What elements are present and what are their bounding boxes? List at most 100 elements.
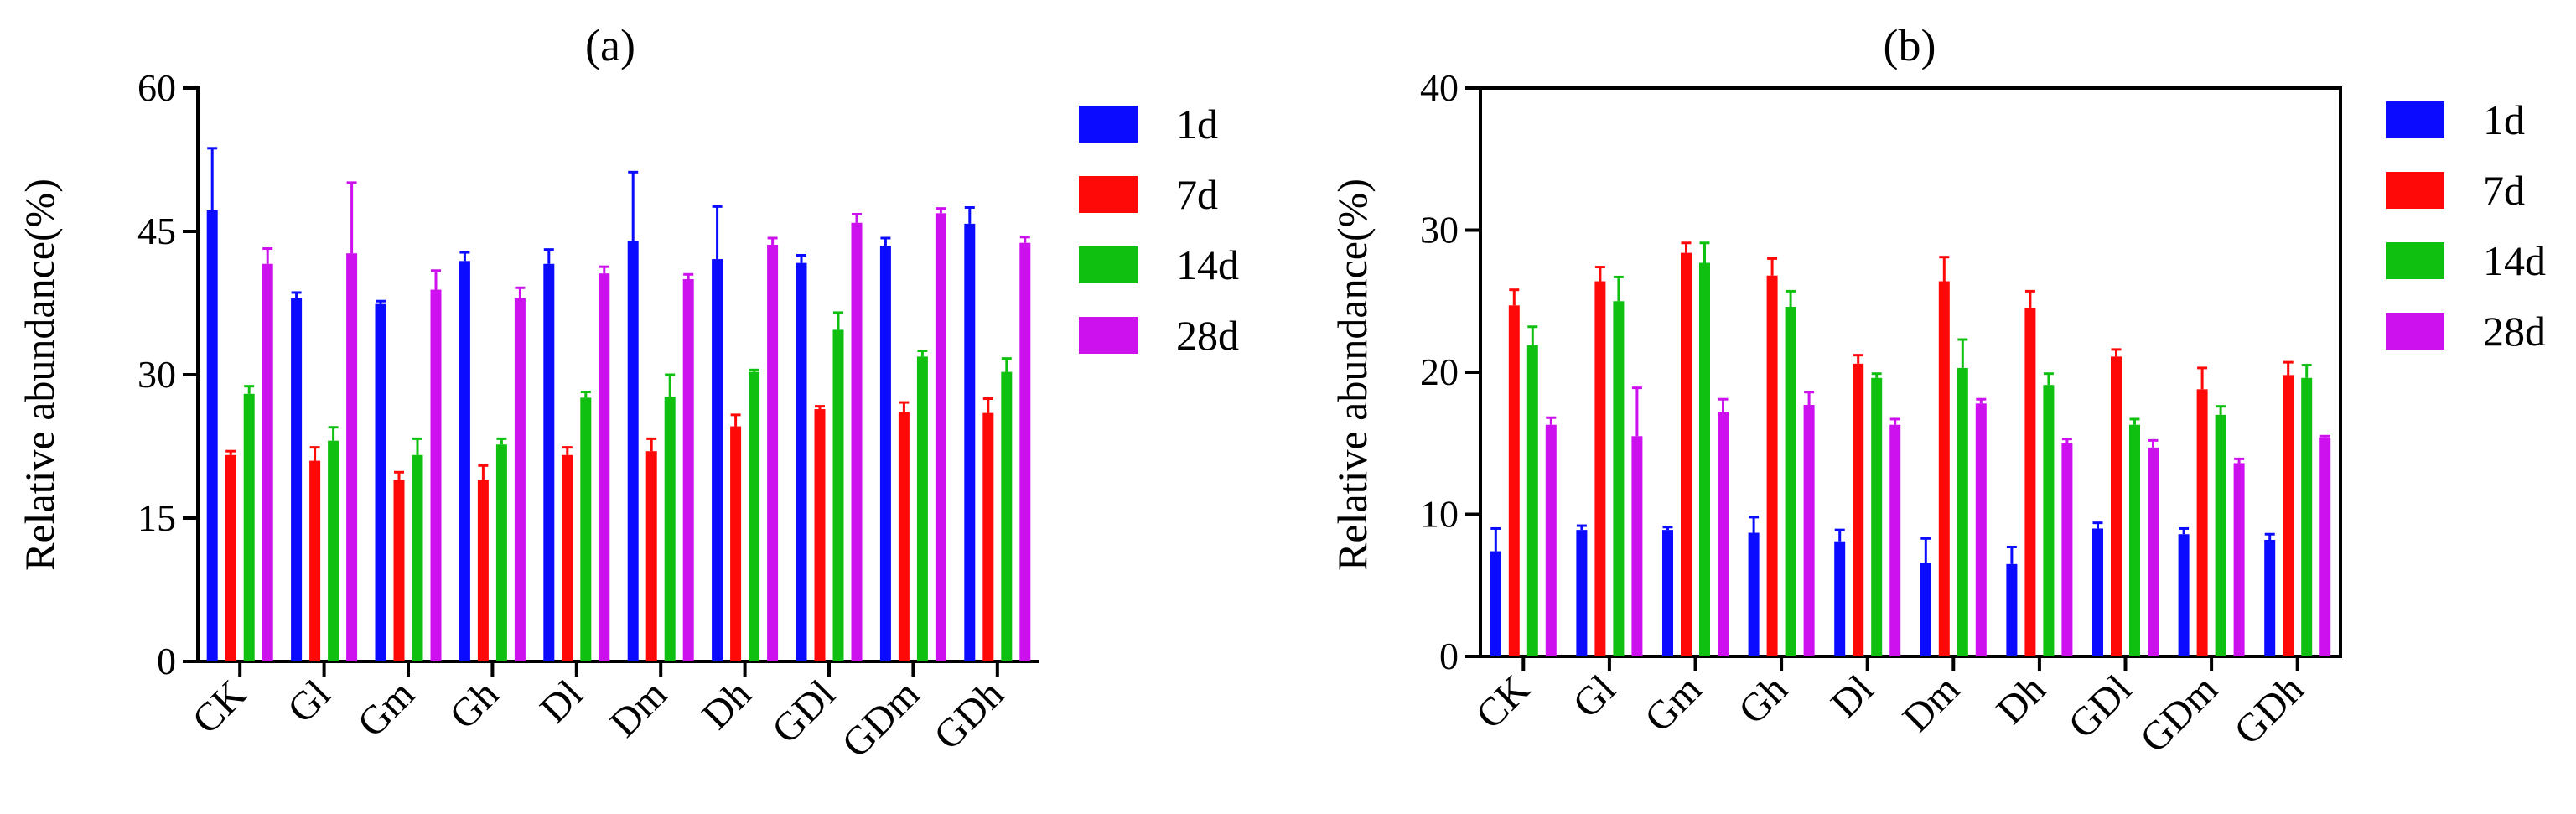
- x-tick-label-GDm: GDm: [833, 671, 928, 766]
- bar-7d-Dh: [730, 426, 742, 661]
- legend-swatch-1d: [2386, 101, 2444, 138]
- bar-7d-GDh: [982, 412, 994, 661]
- bar-28d-Gm: [430, 289, 442, 661]
- x-tick-label-GDh: GDh: [2226, 666, 2312, 753]
- bar-28d-Gm: [1718, 412, 1729, 656]
- bar-1d-GDm: [2178, 534, 2190, 656]
- bar-14d-Dm: [1957, 367, 1968, 656]
- bar-14d-Dl: [580, 397, 592, 661]
- bar-1d-Dl: [543, 263, 555, 661]
- y-tick-label: 30: [137, 353, 176, 396]
- bar-14d-CK: [1526, 345, 1538, 656]
- bar-7d-CK: [225, 454, 236, 661]
- x-tick-label-Gh: Gh: [441, 671, 507, 738]
- x-tick-label-Dh: Dh: [1988, 666, 2055, 733]
- legend-label-14d: 14d: [2483, 237, 2546, 284]
- x-tick-label-Gm: Gm: [1636, 666, 1710, 740]
- bar-28d-Dl: [1889, 424, 1901, 656]
- bar-14d-Gh: [1785, 307, 1796, 656]
- chart-panel-b: (b) Relative abundance(%) 0 10 20 30 40 CK Gl Gm G…: [1329, 20, 2546, 761]
- bar-14d-Gh: [495, 444, 507, 661]
- y-axis-label: Relative abundance(%): [1329, 179, 1376, 571]
- bar-1d-GDh: [2264, 540, 2276, 656]
- bar-28d-Dh: [767, 244, 779, 661]
- bar-7d-GDm: [2196, 389, 2208, 656]
- bar-14d-Dh: [749, 371, 760, 661]
- bar-1d-GDl: [2092, 528, 2103, 656]
- bar-1d-Gl: [1576, 530, 1588, 656]
- bar-28d-Dm: [1975, 403, 1987, 656]
- bar-14d-CK: [243, 393, 255, 661]
- bar-1d-Gh: [459, 261, 470, 661]
- bar-28d-GDh: [1019, 242, 1031, 661]
- bar-7d-Gl: [309, 460, 321, 661]
- legend-swatch-28d: [2386, 313, 2444, 350]
- bar-14d-Gl: [1613, 301, 1625, 656]
- x-tick-label-GDl: GDl: [2060, 666, 2140, 747]
- x-tick-label-Dl: Dl: [531, 671, 591, 731]
- bar-14d-Gm: [412, 454, 423, 661]
- bar-1d-Gh: [1748, 532, 1760, 656]
- y-tick-label: 0: [157, 640, 176, 682]
- chart-panel-a: (a) Relative abundance(%) 0 15 30 45 60 CK Gl Gm G…: [16, 20, 1239, 766]
- legend: 1d 7d 14d 28d: [1079, 101, 1239, 359]
- x-tick-label-Dm: Dm: [602, 671, 676, 745]
- bar-1d-CK: [206, 210, 218, 662]
- x-tick-label-Dm: Dm: [1894, 666, 1968, 740]
- y-tick-label: 0: [1439, 635, 1459, 677]
- bar-28d-Gh: [514, 298, 526, 661]
- x-tick-label-Gm: Gm: [349, 671, 422, 745]
- legend-label-7d: 7d: [2483, 167, 2525, 214]
- y-tick-label: 60: [137, 66, 176, 109]
- legend-label-28d: 28d: [2483, 308, 2546, 355]
- legend-label-7d: 7d: [1176, 171, 1218, 218]
- y-tick-label: 20: [1420, 350, 1459, 393]
- x-tick-label-Dl: Dl: [1822, 666, 1882, 726]
- bar-28d-CK: [262, 263, 273, 661]
- bar-14d-Gl: [328, 440, 339, 661]
- legend-swatch-14d: [1079, 246, 1138, 283]
- bar-28d-Gl: [346, 253, 358, 661]
- bar-1d-Gm: [1662, 530, 1673, 656]
- y-tick-label: 30: [1420, 209, 1459, 251]
- bar-14d-Dh: [2043, 385, 2055, 656]
- bar-7d-GDl: [814, 409, 826, 661]
- bar-1d-GDl: [796, 262, 807, 661]
- bar-28d-Gl: [1631, 436, 1643, 656]
- y-axis-label: Relative abundance(%): [16, 179, 63, 571]
- bar-7d-Dl: [1853, 363, 1864, 656]
- legend-label-14d: 14d: [1176, 241, 1239, 288]
- bar-7d-GDm: [898, 412, 910, 661]
- bar-7d-GDh: [2283, 375, 2294, 656]
- bar-14d-Gm: [1699, 262, 1710, 656]
- legend-label-1d: 1d: [2483, 96, 2525, 143]
- legend-swatch-7d: [2386, 172, 2444, 209]
- x-tick-label-Gl: Gl: [279, 671, 339, 731]
- x-tick-label-GDh: GDh: [925, 671, 1012, 758]
- bar-1d-Dl: [1834, 541, 1846, 656]
- bar-28d-Dl: [599, 273, 610, 661]
- bar-1d-Dm: [1920, 563, 1931, 656]
- bar-14d-Dm: [664, 397, 676, 661]
- bar-7d-Dl: [562, 454, 573, 661]
- legend-label-28d: 28d: [1176, 312, 1239, 359]
- legend-swatch-14d: [2386, 242, 2444, 279]
- bar-14d-GDh: [2301, 377, 2313, 656]
- bar-28d-Gh: [1803, 404, 1815, 656]
- bar-1d-Dm: [627, 241, 639, 661]
- y-tick-label: 15: [137, 496, 176, 539]
- x-tick-label-GDm: GDm: [2132, 666, 2226, 761]
- x-tick-label-Dh: Dh: [693, 671, 759, 738]
- bar-7d-Gh: [1766, 275, 1778, 656]
- bar-28d-Dh: [2061, 443, 2073, 656]
- bar-28d-CK: [1545, 424, 1557, 656]
- bar-7d-CK: [1508, 305, 1520, 656]
- bar-28d-GDm: [935, 213, 946, 662]
- bar-7d-Gm: [1681, 252, 1692, 656]
- legend-swatch-7d: [1079, 176, 1138, 213]
- bar-28d-Dm: [682, 279, 694, 661]
- bar-14d-GDm: [2215, 414, 2226, 656]
- bar-7d-Dh: [2024, 308, 2036, 656]
- bar-7d-Gh: [477, 480, 489, 661]
